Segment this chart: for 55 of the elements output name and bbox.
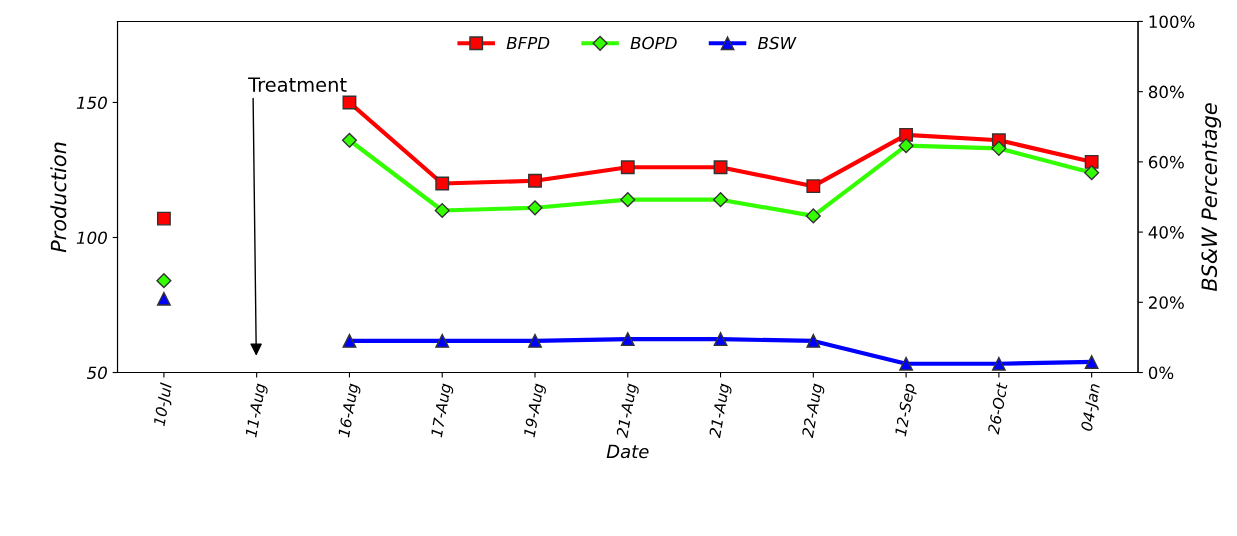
- point: [620, 332, 635, 347]
- point: [434, 202, 450, 219]
- y2-tick-label: 60%: [1148, 155, 1184, 169]
- y2-tick-label: 0%: [1148, 366, 1174, 380]
- point: [713, 160, 728, 175]
- x-tick-label: 19-Aug: [523, 382, 547, 439]
- legend-label: BFPD: [506, 36, 550, 50]
- point: [156, 273, 172, 289]
- y2-tick-label: 20%: [1148, 296, 1184, 309]
- x-tick-label: 21-Aug: [616, 382, 640, 439]
- point: [898, 138, 914, 154]
- y-axis-title: Production: [50, 142, 67, 253]
- point: [156, 291, 171, 306]
- point: [1084, 154, 1099, 169]
- y-tick-label: 50: [86, 366, 107, 380]
- x-tick-label: 11-Aug: [245, 382, 269, 439]
- point: [435, 176, 450, 191]
- point: [620, 160, 635, 175]
- y2-axis-title: BS&W Percentage: [1201, 103, 1222, 292]
- point: [341, 132, 358, 148]
- point: [806, 179, 821, 194]
- y2-tick-label: 100%: [1149, 15, 1195, 29]
- x-tick-label: 26-Oct: [987, 381, 1008, 435]
- x-tick-label: 12-Sep: [894, 382, 918, 438]
- point: [620, 192, 636, 208]
- x-tick-label: 17-Aug: [430, 382, 455, 439]
- point: [1084, 355, 1099, 369]
- point: [435, 333, 450, 348]
- legend-label: BOPD: [630, 36, 677, 50]
- point: [899, 127, 914, 142]
- point: [342, 333, 357, 348]
- annotation: Treatment: [248, 77, 347, 92]
- y2-tick-label: 80%: [1148, 85, 1184, 99]
- y-tick-label: 100: [76, 231, 107, 245]
- point: [991, 140, 1007, 156]
- x-axis-title: Date: [606, 444, 649, 459]
- x-tick-label: 04-Jan: [1080, 383, 1103, 432]
- y2-tick-label: 40%: [1148, 226, 1184, 239]
- point: [1084, 165, 1100, 181]
- point: [528, 333, 542, 348]
- legend-label: BSW: [757, 36, 797, 50]
- x-tick-label: 21-Aug: [708, 382, 733, 439]
- point: [527, 200, 543, 216]
- point: [528, 173, 542, 188]
- x-tick-label: 22-Aug: [801, 382, 826, 439]
- x-tick-label: 10-Jul: [152, 382, 175, 427]
- point: [712, 192, 729, 208]
- point: [806, 333, 821, 348]
- point: [713, 332, 728, 347]
- point: [991, 356, 1006, 371]
- point: [899, 356, 914, 371]
- point: [805, 208, 821, 224]
- x-tick-label: 16-Aug: [337, 382, 362, 439]
- y-tick-label: 150: [76, 96, 107, 110]
- point: [156, 211, 171, 226]
